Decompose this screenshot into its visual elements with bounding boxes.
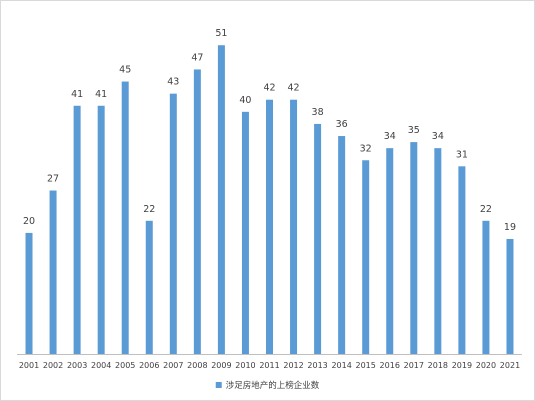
data-label-2009: 51 [215, 28, 227, 39]
bar-2012 [290, 99, 298, 355]
x-tick-label-2004: 2004 [91, 361, 111, 370]
x-tick-labels-layer: 2001 2002 2003 2004 2005 2006 2007 2008 2009 2010… [19, 361, 520, 370]
data-label-2016: 34 [384, 131, 396, 142]
bar-2002 [49, 190, 57, 354]
data-label-2004: 41 [95, 89, 107, 100]
x-tick-label-2007: 2007 [163, 361, 183, 370]
data-label-2019: 31 [456, 149, 468, 160]
x-tick-label-2011: 2011 [259, 361, 279, 370]
legend-swatch [215, 382, 222, 388]
x-tick-label-2013: 2013 [307, 361, 327, 370]
data-label-2007: 43 [167, 77, 179, 88]
bar-2003 [73, 105, 81, 354]
legend-label: 涉足房地产的上榜企业数 [226, 380, 320, 391]
data-label-2020: 22 [480, 204, 492, 215]
bar-2015 [362, 160, 370, 354]
bar-2017 [410, 142, 418, 354]
x-tick-label-2001: 2001 [19, 361, 39, 370]
data-labels-layer: 20 27 41 41 45 22 43 47 51 40 42 42 38 36 32 34 35 34 31 22… [23, 28, 516, 233]
data-label-2014: 36 [336, 119, 348, 130]
bar-2001 [25, 232, 33, 354]
data-label-2010: 40 [239, 95, 251, 106]
x-tick-label-2012: 2012 [283, 361, 303, 370]
bar-2014 [338, 136, 346, 354]
x-tick-label-2017: 2017 [404, 361, 424, 370]
bar-2008 [193, 69, 201, 354]
legend: 涉足房地产的上榜企业数 [215, 380, 320, 391]
data-label-2002: 27 [47, 174, 59, 185]
x-tick-label-2005: 2005 [115, 361, 135, 370]
bar-2020 [482, 220, 490, 354]
bar-2011 [266, 99, 273, 355]
x-tick-label-2019: 2019 [452, 361, 472, 370]
data-label-2001: 20 [23, 216, 35, 227]
x-tick-label-2006: 2006 [139, 361, 159, 370]
data-label-2008: 47 [191, 52, 203, 63]
x-tick-label-2003: 2003 [67, 361, 87, 370]
bar-2019 [458, 166, 466, 354]
data-label-2015: 32 [360, 143, 372, 154]
data-label-2006: 22 [143, 204, 155, 215]
x-tick-label-2015: 2015 [356, 361, 376, 370]
bars-layer [25, 45, 514, 355]
x-tick-label-2010: 2010 [235, 361, 255, 370]
x-tick-label-2016: 2016 [380, 361, 400, 370]
bar-2010 [241, 111, 249, 354]
bar-2016 [386, 148, 394, 354]
x-tick-label-2002: 2002 [43, 361, 63, 370]
data-label-2021: 19 [504, 222, 516, 233]
bar-2021 [506, 238, 514, 354]
bar-2005 [121, 81, 129, 355]
x-tick-label-2020: 2020 [476, 361, 496, 370]
data-label-2018: 34 [432, 131, 444, 142]
x-tick-label-2008: 2008 [187, 361, 207, 370]
data-label-2017: 35 [408, 125, 420, 136]
bar-2006 [145, 220, 153, 354]
data-label-2003: 41 [71, 89, 83, 100]
bar-2009 [217, 45, 225, 354]
bar-2013 [314, 123, 322, 355]
x-tick-label-2014: 2014 [331, 361, 351, 370]
x-tick-label-2018: 2018 [428, 361, 448, 370]
bar-2007 [169, 93, 177, 355]
data-label-2012: 42 [288, 83, 300, 94]
data-label-2005: 45 [119, 65, 131, 76]
data-label-2011: 42 [263, 83, 275, 94]
bar-2018 [434, 148, 442, 354]
x-tick-label-2009: 2009 [211, 361, 231, 370]
bar-2004 [97, 105, 105, 354]
x-tick-label-2021: 2021 [500, 361, 520, 370]
data-label-2013: 38 [312, 107, 324, 118]
